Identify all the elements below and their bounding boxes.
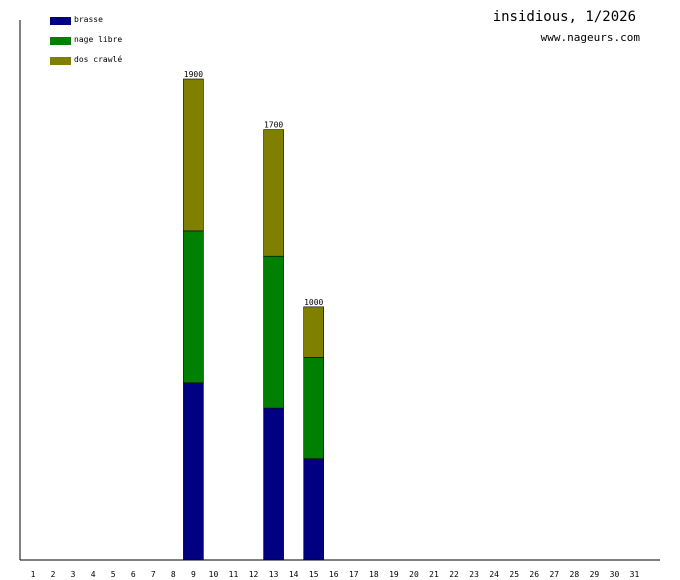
x-tick-label: 17 [349,570,359,579]
chart-subtitle: www.nageurs.com [540,31,640,44]
x-tick-label: 7 [151,570,156,579]
x-tick-label: 23 [469,570,479,579]
x-tick-label: 31 [630,570,640,579]
x-tick-label: 29 [590,570,600,579]
bar-total-label: 1900 [184,70,203,79]
x-tick-label: 6 [131,570,136,579]
x-tick-label: 16 [329,570,339,579]
x-tick-label: 24 [489,570,499,579]
legend-item-dos-crawle: dos crawlé [50,54,190,66]
x-tick-label: 19 [389,570,399,579]
legend-label-dos-crawle: dos crawlé [74,55,123,64]
x-tick-label: 9 [191,570,196,579]
bar-segment-brasse [263,407,284,561]
legend-label-nage-libre: nage libre [74,35,123,44]
x-tick-label: 26 [529,570,539,579]
legend-swatch-dos-crawle [50,57,71,65]
bar-segment-dos-crawlé [263,129,284,257]
x-tick-label: 1 [31,570,36,579]
x-tick-label: 10 [209,570,219,579]
legend-swatch-brasse [50,17,71,25]
bar-segment-dos-crawlé [183,78,204,232]
x-tick-label: 14 [289,570,299,579]
x-tick-label: 12 [249,570,259,579]
x-tick-labels: 1 2 3 4 5 6 7 8 9 10 11 12 13 14 15 16 17 18 19 20 21 22 23 24 2… [31,570,640,579]
x-tick-label: 8 [171,570,176,579]
legend-swatch-nage-libre [50,37,71,45]
x-tick-label: 28 [570,570,580,579]
total-labels: 1900 1700 1000 [184,70,324,307]
bar-segment-brasse [303,458,325,561]
bar-group [183,78,325,561]
bar-segment-nage-libre [263,255,284,409]
x-tick-label: 15 [309,570,319,579]
x-tick-label: 18 [369,570,379,579]
x-tick-label: 3 [71,570,76,579]
x-tick-label: 22 [449,570,459,579]
legend-item-brasse: brasse [50,14,190,26]
legend-label-brasse: brasse [74,15,103,24]
x-tick-label: 2 [51,570,56,579]
x-tick-label: 30 [610,570,620,579]
legend-item-nage-libre: nage libre [50,34,190,46]
bar-total-label: 1700 [264,121,283,130]
bar-segment-nage-libre [303,357,325,460]
x-tick-label: 27 [549,570,559,579]
bar-total-label: 1000 [304,298,323,307]
x-tick-label: 25 [509,570,519,579]
x-tick-label: 20 [409,570,419,579]
bar-segment-nage-libre [183,230,204,384]
chart-title: insidious, 1/2026 [492,9,636,25]
bar-segment-brasse [183,382,204,561]
x-tick-label: 5 [111,570,116,579]
x-tick-label: 11 [229,570,239,579]
x-tick-label: 13 [269,570,279,579]
x-tick-label: 4 [91,570,96,579]
x-tick-label: 21 [429,570,439,579]
bar-segment-dos-crawlé [303,306,325,358]
